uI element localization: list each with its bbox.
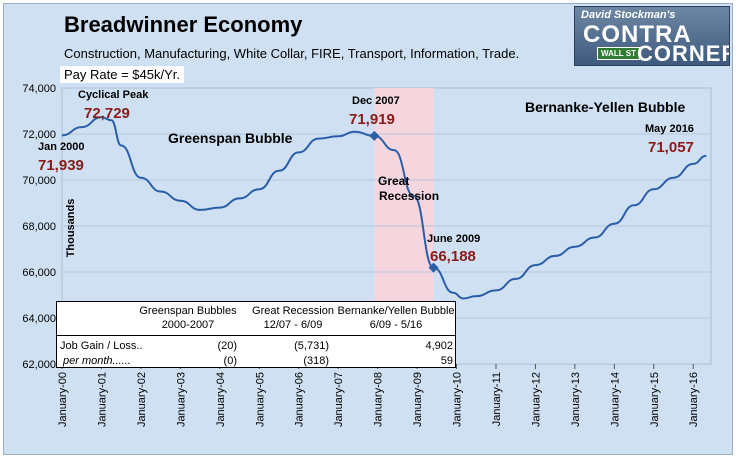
x-tick-label: January-14 xyxy=(609,372,621,427)
dec2007-value: 71,919 xyxy=(349,111,395,128)
chart-subtitle: Construction, Manufacturing, White Colla… xyxy=(64,46,520,61)
row-label-job-gain: Job Gain / Loss.. xyxy=(60,340,143,352)
cell-greenspan-monthly: (0) xyxy=(223,355,237,367)
dec2007-label: Dec 2007 xyxy=(352,95,400,107)
cell-recession-total: (5,731) xyxy=(294,340,329,352)
x-tick-label: January-13 xyxy=(570,372,582,427)
june2009-value: 66,188 xyxy=(430,248,476,265)
table-header-bernanke: Bernanke/Yellen Bubble xyxy=(337,305,455,317)
logo-word-corner: CORNER xyxy=(637,41,730,66)
table-header-greenspan: Greenspan Bubbles xyxy=(139,305,237,317)
x-tick-label: January-02 xyxy=(136,372,148,427)
contra-corner-logo: David Stockman's CONTRA WALL ST CORNER xyxy=(574,6,730,66)
y-tick-label: 70,000 xyxy=(22,175,56,187)
x-tick-label: January-12 xyxy=(530,372,542,427)
chart-title: Breadwinner Economy xyxy=(64,12,303,37)
x-tick-label: January-07 xyxy=(333,372,345,427)
y-tick-label: 66,000 xyxy=(22,267,56,279)
y-tick-label: 64,000 xyxy=(22,313,56,325)
x-tick-label: January-11 xyxy=(491,372,503,426)
recession-label-line1: Great xyxy=(378,174,409,188)
x-tick-label: January-16 xyxy=(688,372,700,427)
row-label-per-month: per month...... xyxy=(63,355,131,367)
table-subheader-greenspan: 2000-2007 xyxy=(161,319,215,331)
y-tick-label: 68,000 xyxy=(22,221,56,233)
recession-label-line2: Recession xyxy=(379,189,439,203)
bernanke-bubble-label: Bernanke-Yellen Bubble xyxy=(525,99,685,115)
employment-series-line xyxy=(61,116,707,300)
y-tick-label: 62,000 xyxy=(22,359,56,371)
x-tick-label: January-09 xyxy=(412,372,424,427)
logo-byline: David Stockman's xyxy=(581,9,676,21)
cyclical-peak-value: 72,729 xyxy=(84,105,130,122)
y-tick-label: 72,000 xyxy=(22,129,56,141)
x-tick-label: January-15 xyxy=(649,372,661,427)
x-tick-label: January-00 xyxy=(57,372,69,427)
data-point-marker xyxy=(428,262,439,273)
table-divider xyxy=(57,335,455,336)
x-tick-label: January-06 xyxy=(294,372,306,427)
jan2000-value: 71,939 xyxy=(38,157,84,174)
june2009-label: June 2009 xyxy=(427,233,480,245)
jan2000-label: Jan 2000 xyxy=(38,141,84,153)
may2016-label: May 2016 xyxy=(645,123,694,135)
data-point-marker xyxy=(369,130,380,141)
y-axis-label: Thousands xyxy=(65,199,77,258)
x-tick-label: January-04 xyxy=(215,372,227,427)
cyclical-peak-label: Cyclical Peak xyxy=(78,89,149,101)
x-tick-label: January-10 xyxy=(452,372,464,427)
x-tick-label: January-08 xyxy=(373,372,385,427)
pay-rate-note: Pay Rate = $45k/Yr. xyxy=(60,66,184,83)
logo-word-contra: CONTRA xyxy=(583,21,692,48)
greenspan-bubble-label: Greenspan Bubble xyxy=(168,130,293,146)
table-header-recession: Great Recession xyxy=(252,305,334,317)
table-subheader-bernanke: 6/09 - 5/16 xyxy=(369,319,423,331)
cell-bernanke-total: 4,902 xyxy=(425,340,453,352)
wall-street-sign-icon: WALL ST xyxy=(597,47,640,60)
cell-greenspan-total: (20) xyxy=(217,340,237,352)
x-tick-label: January-05 xyxy=(254,372,266,427)
may2016-value: 71,057 xyxy=(648,139,694,156)
cell-recession-monthly: (318) xyxy=(303,355,329,367)
table-subheader-recession: 12/07 - 6/09 xyxy=(263,319,323,331)
y-tick-label: 74,000 xyxy=(22,83,56,95)
cell-bernanke-monthly: 59 xyxy=(440,355,453,367)
x-tick-label: January-01 xyxy=(96,372,108,427)
job-stats-table: Greenspan Bubbles 2000-2007 Great Recess… xyxy=(56,301,456,368)
x-tick-label: January-03 xyxy=(175,372,187,427)
